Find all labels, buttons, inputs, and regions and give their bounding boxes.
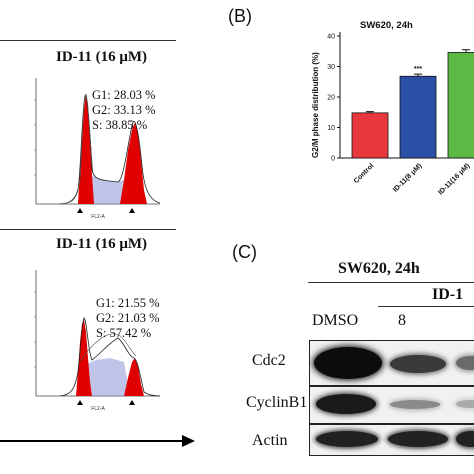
chart-y-tick-label: 30	[327, 64, 335, 71]
histogram-top-fit-line-2	[61, 93, 94, 205]
histogram-top-g1: G1: 28.03 %	[92, 88, 156, 102]
chart-bar-2	[447, 52, 474, 159]
histogram-bottom-yticks	[34, 291, 36, 368]
chart-category-label-0: Control	[353, 162, 376, 185]
blot-band-actin-dmso	[316, 431, 378, 447]
histogram-bottom-g2: G2: 21.03 %	[96, 311, 160, 325]
blot-row-label-actin: Actin	[252, 432, 288, 449]
histogram-bottom-fit-line-2	[79, 333, 137, 363]
histogram-top-s: S: 38.85 %	[92, 118, 148, 132]
panel-a-top-divider	[0, 40, 176, 41]
blot-band-cyclinb1-16	[456, 400, 474, 408]
panel-c-letter: (C)	[232, 242, 257, 262]
histogram-bottom-marker-g2	[129, 400, 135, 405]
histogram-bottom-s: S: 57.42 %	[96, 326, 152, 340]
blot-treatment-label: ID-1	[432, 286, 464, 303]
histogram-bottom: FL2-A	[34, 270, 161, 412]
histogram-top-xaxis-label: FL2-A	[91, 214, 105, 220]
chart-bar-0	[351, 112, 389, 159]
histogram-bottom-stats: G1: 21.55 % G2: 21.03 % S: 57.42 %	[96, 296, 160, 341]
dose-arrow	[0, 435, 195, 447]
chart-y-tick-label: 10	[327, 125, 335, 132]
blot-header: SW620, 24h	[338, 260, 420, 277]
histogram-bottom-title: ID-11 (16 μM)	[56, 236, 147, 252]
histogram-top-marker-g2	[129, 208, 135, 213]
blot-band-cdc2-16	[456, 356, 474, 370]
histogram-top-marker-g1	[77, 208, 83, 213]
histogram-bottom-marker-g1	[77, 400, 83, 405]
histogram-bottom-fit-line	[59, 317, 161, 397]
chart-y-tick-label: 20	[327, 95, 335, 102]
blot-strip-cdc2	[309, 340, 474, 386]
chart-bar-1	[399, 75, 437, 159]
histogram-top: FL2-A	[34, 78, 161, 220]
blot-lane-8: 8	[398, 312, 406, 329]
histogram-top-g2-peak	[120, 122, 147, 204]
chart-y-tick-label: 0	[331, 156, 335, 163]
blot-band-cdc2-dmso	[314, 347, 382, 379]
blot-strip-cyclinb1	[309, 386, 474, 424]
histogram-bottom-s-phase	[78, 358, 130, 396]
histogram-bottom-g2-peak	[124, 358, 144, 396]
histogram-top-title: ID-11 (16 μM)	[56, 49, 147, 65]
histogram-top-stats: G1: 28.03 % G2: 33.13 % S: 38.85 %	[92, 88, 156, 133]
histogram-top-g2: G2: 33.13 %	[92, 103, 156, 117]
blot-band-cyclinb1-dmso	[316, 394, 376, 414]
blot-header-rule	[308, 282, 474, 283]
histogram-bottom-g1: G1: 21.55 %	[96, 296, 160, 310]
blot-row-label-cdc2: Cdc2	[252, 352, 286, 369]
blot-lane-dmso: DMSO	[312, 312, 359, 329]
blot-row-label-cyclinb1: CyclinB1	[246, 394, 308, 411]
histogram-top-yticks	[34, 99, 36, 176]
blot-strip-actin	[309, 424, 474, 456]
blot-band-cyclinb1-8	[390, 400, 440, 409]
histogram-top-g1-peak	[78, 94, 94, 204]
histogram-bottom-g1-peak	[76, 320, 92, 396]
blot-treatment-rule	[378, 306, 474, 307]
panel-a-bottom-divider	[0, 229, 176, 230]
blot-band-cdc2-8	[390, 355, 446, 373]
histogram-bottom-xaxis-label: FL2-A	[91, 406, 105, 412]
chart-title: SW620, 24h	[360, 20, 413, 31]
histogram-top-fit-line	[59, 95, 161, 205]
chart-y-tick-label: 40	[327, 34, 335, 41]
chart-category-label-2: ID-11(16 μM)	[437, 162, 471, 196]
blot-band-actin-8	[388, 431, 448, 447]
chart-significance-label: ***	[414, 66, 422, 73]
blot-band-actin-16	[456, 431, 474, 447]
chart-category-label-1: ID-11(8 μM)	[392, 162, 423, 193]
panel-b-letter: (B)	[228, 6, 252, 26]
